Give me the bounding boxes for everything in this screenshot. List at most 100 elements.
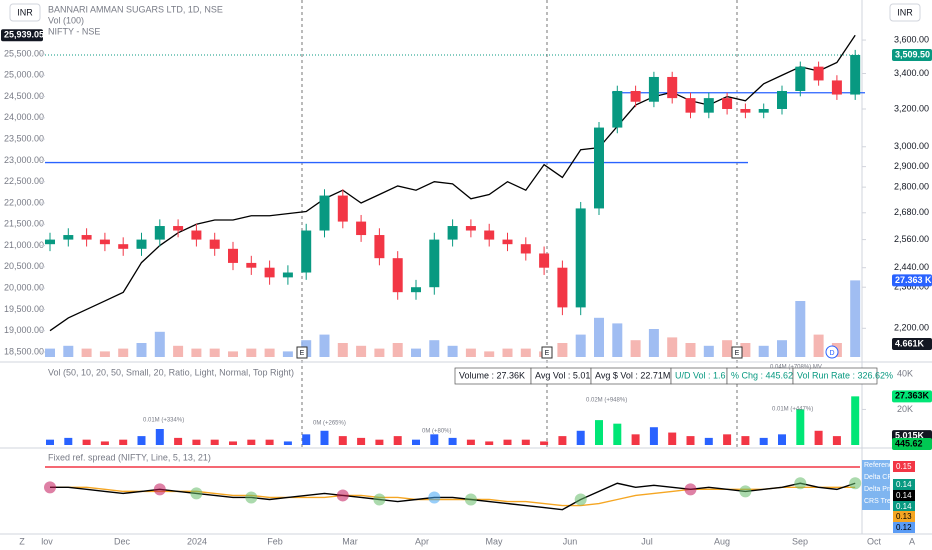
volume-bar bbox=[192, 439, 201, 445]
spread-indicator-title: Fixed ref. spread (NIFTY, Line, 5, 13, 2… bbox=[48, 452, 211, 462]
stat-value: Vol Run Rate : 326.62% bbox=[797, 370, 893, 380]
right-tick-label: 3,400.00 bbox=[894, 68, 929, 78]
currency-button[interactable] bbox=[9, 3, 41, 22]
volume-overlay-bar bbox=[392, 343, 403, 357]
volume-bar bbox=[137, 436, 146, 445]
volume-bar bbox=[229, 441, 237, 445]
cross-marker bbox=[849, 477, 862, 490]
candle-body bbox=[264, 267, 275, 278]
volume-overlay-bar bbox=[154, 331, 165, 357]
candle-body bbox=[575, 208, 586, 308]
volume-bar bbox=[778, 434, 786, 445]
volume-overlay-bar bbox=[447, 345, 458, 357]
time-label: Oct bbox=[867, 536, 882, 546]
main-volume-label-box bbox=[892, 274, 932, 287]
volume-bar bbox=[723, 434, 732, 445]
volume-bar bbox=[100, 441, 109, 445]
right-tick-label: 2,440.00 bbox=[894, 262, 929, 272]
volume-bar bbox=[64, 437, 73, 445]
right-tick-label: 2,200.00 bbox=[894, 323, 929, 333]
event-marker: E bbox=[545, 350, 550, 357]
time-label: lov bbox=[41, 536, 53, 546]
candle-body bbox=[722, 98, 733, 109]
candle-body bbox=[45, 239, 55, 245]
readout-value: 0.14 bbox=[896, 502, 912, 511]
candle-body bbox=[154, 226, 165, 240]
volume-bar bbox=[430, 434, 439, 445]
spread-legend-item: CRS Trend bbox=[864, 498, 899, 505]
currency[interactable]: INR bbox=[17, 7, 33, 17]
volume-tick-label: 40K bbox=[897, 368, 913, 378]
spread-legend-item: Delta CR bbox=[864, 474, 892, 481]
volume-bar bbox=[320, 430, 329, 445]
candle-body bbox=[850, 54, 861, 95]
currency-button[interactable] bbox=[889, 3, 921, 22]
candle-body bbox=[246, 262, 257, 268]
cross-marker bbox=[373, 493, 386, 506]
compare-last-label: 25,939.05 bbox=[4, 30, 44, 40]
zoom-button[interactable]: Z bbox=[19, 536, 25, 546]
volume-overlay-bar bbox=[411, 348, 421, 357]
volume-bar bbox=[814, 430, 823, 445]
time-label: Mar bbox=[342, 536, 358, 546]
readout-box bbox=[893, 461, 915, 472]
volume-overlay-bar bbox=[740, 343, 751, 357]
compare-last-label-box bbox=[1, 29, 43, 42]
auto-button[interactable]: A bbox=[909, 536, 915, 546]
volume-bar bbox=[174, 437, 183, 445]
readout-box bbox=[893, 490, 915, 501]
left-tick-label: 22,000.00 bbox=[4, 197, 44, 207]
candle-body bbox=[685, 98, 696, 113]
volume-bar bbox=[155, 429, 164, 445]
time-label: Feb bbox=[267, 536, 283, 546]
main-volume-average: 4.661K bbox=[895, 338, 925, 348]
event-marker-box bbox=[541, 346, 553, 359]
cross-marker bbox=[44, 481, 56, 494]
left-tick-label: 19,500.00 bbox=[4, 304, 44, 314]
readout-box bbox=[893, 501, 915, 512]
cross-marker bbox=[794, 477, 807, 490]
left-tick-label: 24,000.00 bbox=[4, 112, 44, 122]
volume-tick-label: 20K bbox=[897, 404, 913, 414]
event-marker: E bbox=[735, 350, 740, 357]
time-label: Apr bbox=[415, 536, 429, 546]
last-price-label: 3,509.50 bbox=[895, 49, 930, 59]
volume-last-label: 27.363K bbox=[895, 391, 930, 401]
readout-value: 0.15 bbox=[896, 462, 912, 471]
volume-overlay-bar bbox=[722, 340, 733, 357]
volume-overlay-bar bbox=[758, 345, 769, 357]
volume-overlay-bar bbox=[612, 323, 623, 357]
currency[interactable]: INR bbox=[897, 7, 913, 17]
volume-indicator-title: Vol (50, 10, 20, 50, Small, 20, Ratio, L… bbox=[48, 367, 294, 377]
time-label: Jun bbox=[563, 536, 578, 546]
candle-body bbox=[63, 235, 74, 240]
stat-value: U/D Vol : 1.6 bbox=[675, 370, 726, 380]
readout-value: 0.12 bbox=[896, 523, 912, 532]
candle-body bbox=[411, 287, 421, 293]
cross-marker bbox=[684, 483, 697, 496]
candle-body bbox=[136, 239, 147, 249]
time-label: 2024 bbox=[187, 536, 207, 546]
last-price-label-box bbox=[892, 48, 932, 61]
volume-last-label-box bbox=[892, 390, 932, 403]
candle-body bbox=[484, 230, 495, 240]
main-volume-label: 27.363 K bbox=[895, 275, 932, 285]
spread-legend-item: Reference bbox=[864, 462, 896, 469]
candle-body bbox=[465, 226, 476, 231]
candle-body bbox=[429, 239, 440, 288]
volume-legend: Vol (100) bbox=[48, 15, 84, 25]
candle-body bbox=[630, 90, 641, 102]
volume-bar bbox=[466, 439, 475, 445]
volume-annotation: 0M (+265%) bbox=[313, 421, 346, 427]
volume-bar bbox=[357, 437, 366, 445]
candle-body bbox=[209, 239, 220, 249]
candle-body bbox=[594, 127, 604, 209]
candle-body bbox=[337, 195, 348, 222]
left-tick-label: 25,500.00 bbox=[4, 48, 44, 58]
event-marker-box bbox=[296, 346, 308, 359]
volume-average-label: 5.015K bbox=[895, 430, 925, 440]
volume-bar bbox=[448, 437, 457, 445]
left-tick-label: 23,000.00 bbox=[4, 155, 44, 165]
candle-body bbox=[374, 235, 385, 259]
candle-body bbox=[118, 244, 129, 249]
